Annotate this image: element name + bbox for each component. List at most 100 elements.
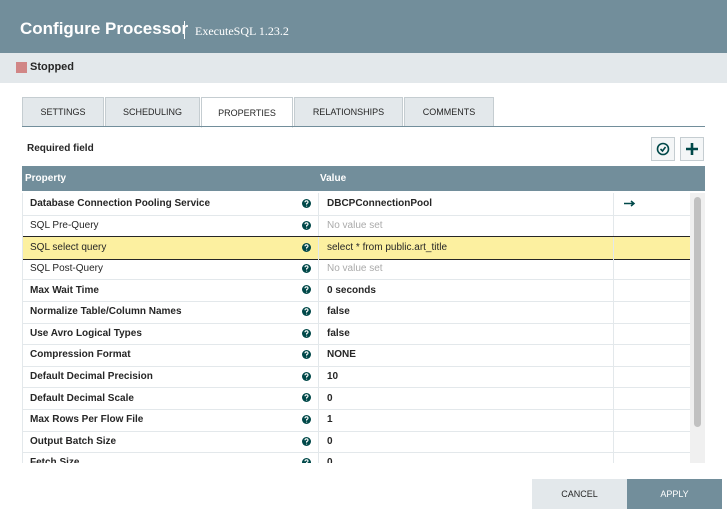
help-icon[interactable] [302, 350, 311, 360]
property-value[interactable]: 0 seconds [327, 284, 376, 296]
tab[interactable]: PROPERTIES [201, 97, 293, 128]
help-glyph [304, 286, 309, 293]
column-divider [613, 452, 614, 463]
help-icon[interactable] [302, 243, 311, 253]
property-value[interactable]: No value set [327, 219, 383, 231]
column-divider [318, 214, 319, 237]
help-icon[interactable] [302, 436, 311, 446]
help-icon[interactable] [302, 199, 311, 208]
property-value[interactable]: 0 [327, 392, 333, 404]
property-value[interactable]: false [327, 306, 350, 318]
column-divider [318, 237, 319, 259]
help-icon[interactable] [302, 371, 311, 381]
add-property-button[interactable] [680, 137, 704, 161]
dialog-header [0, 0, 727, 53]
column-divider [613, 344, 614, 366]
property-name: Use Avro Logical Types [30, 327, 142, 339]
property-name: Normalize Table/Column Names [30, 306, 182, 318]
tab[interactable]: SETTINGS [22, 97, 104, 127]
property-row[interactable]: Max Wait Time 0 seconds [23, 279, 691, 302]
property-row[interactable]: Compression Format NONE [23, 344, 691, 367]
column-divider [613, 409, 614, 431]
property-value[interactable]: select * from public.art_title [327, 242, 448, 254]
help-icon[interactable] [302, 285, 311, 295]
column-divider [613, 322, 614, 345]
property-name: Output Batch Size [30, 435, 117, 447]
column-divider [318, 387, 319, 409]
column-divider [613, 365, 614, 388]
go-to-service[interactable] [623, 199, 637, 208]
help-glyph [304, 459, 309, 463]
help-icon[interactable] [302, 415, 311, 424]
tab[interactable]: SCHEDULING [105, 97, 200, 127]
tab[interactable]: COMMENTS [404, 97, 494, 127]
help-icon[interactable] [302, 458, 311, 463]
help-glyph [304, 308, 309, 315]
help-glyph [304, 394, 309, 401]
column-divider [318, 430, 319, 453]
help-icon[interactable] [302, 328, 311, 338]
verify-button[interactable] [651, 137, 675, 161]
help-glyph [304, 265, 309, 272]
property-value[interactable]: DBCPConnectionPool [327, 198, 432, 210]
property-row[interactable]: Fetch Size 0 [23, 452, 691, 463]
help-icon[interactable] [302, 393, 311, 403]
property-name: Compression Format [30, 349, 131, 361]
arrow-icon [624, 200, 636, 207]
column-divider [613, 237, 614, 259]
property-value[interactable]: NONE [327, 349, 356, 361]
property-row[interactable]: Default Decimal Precision 10 [23, 365, 691, 389]
column-divider [318, 257, 319, 280]
help-icon[interactable] [302, 307, 311, 316]
required-note: Required field [27, 143, 94, 154]
property-name: Default Decimal Precision [30, 371, 153, 383]
apply-button[interactable]: APPLY [627, 479, 722, 509]
column-divider [318, 452, 319, 463]
column-divider [613, 279, 614, 301]
property-value[interactable]: 0 [327, 457, 333, 463]
column-divider [318, 409, 319, 431]
property-row[interactable]: Normalize Table/Column Names false [23, 301, 691, 324]
property-row[interactable]: SQL Post-Query No value set [23, 257, 691, 281]
separator [184, 21, 185, 39]
stopped-icon [16, 62, 27, 73]
column-divider [613, 214, 614, 237]
processor-type: ExecuteSQL 1.23.2 [195, 24, 289, 38]
property-row[interactable]: SQL select query select * from public.art… [23, 236, 691, 260]
plus-icon [686, 143, 698, 155]
column-divider [318, 322, 319, 345]
property-name: Max Wait Time [30, 284, 99, 296]
cancel-button[interactable]: CANCEL [532, 479, 627, 509]
help-glyph [304, 373, 309, 380]
property-row[interactable]: Database Connection Pooling Service DBCPC… [23, 193, 691, 216]
property-row[interactable]: SQL Pre-Query No value set [23, 214, 691, 238]
property-value[interactable]: No value set [327, 263, 383, 275]
status-text: Stopped [30, 61, 74, 73]
property-row[interactable]: Output Batch Size 0 [23, 430, 691, 454]
help-glyph [304, 329, 309, 337]
column-divider [613, 387, 614, 409]
help-glyph [304, 221, 309, 229]
column-divider [613, 301, 614, 323]
column-divider [318, 279, 319, 301]
scroll-thumb[interactable] [694, 197, 701, 427]
property-name: Database Connection Pooling Service [30, 198, 211, 210]
property-row[interactable]: Default Decimal Scale 0 [23, 387, 691, 410]
verify-icon [656, 142, 670, 156]
property-row[interactable]: Max Rows Per Flow File 1 [23, 409, 691, 432]
column-header: Value [320, 173, 347, 184]
property-name: SQL Pre-Query [30, 219, 99, 231]
help-icon[interactable] [302, 263, 311, 273]
property-value[interactable]: 1 [327, 414, 333, 426]
tab[interactable]: RELATIONSHIPS [294, 97, 403, 127]
help-icon[interactable] [302, 220, 311, 230]
help-glyph [304, 416, 309, 423]
property-value[interactable]: false [327, 327, 350, 339]
help-glyph [304, 437, 309, 445]
property-name: Max Rows Per Flow File [30, 414, 144, 426]
help-glyph [304, 200, 309, 207]
property-value[interactable]: 10 [327, 371, 339, 383]
property-row[interactable]: Use Avro Logical Types false [23, 322, 691, 346]
column-divider [318, 365, 319, 388]
property-value[interactable]: 0 [327, 435, 333, 447]
